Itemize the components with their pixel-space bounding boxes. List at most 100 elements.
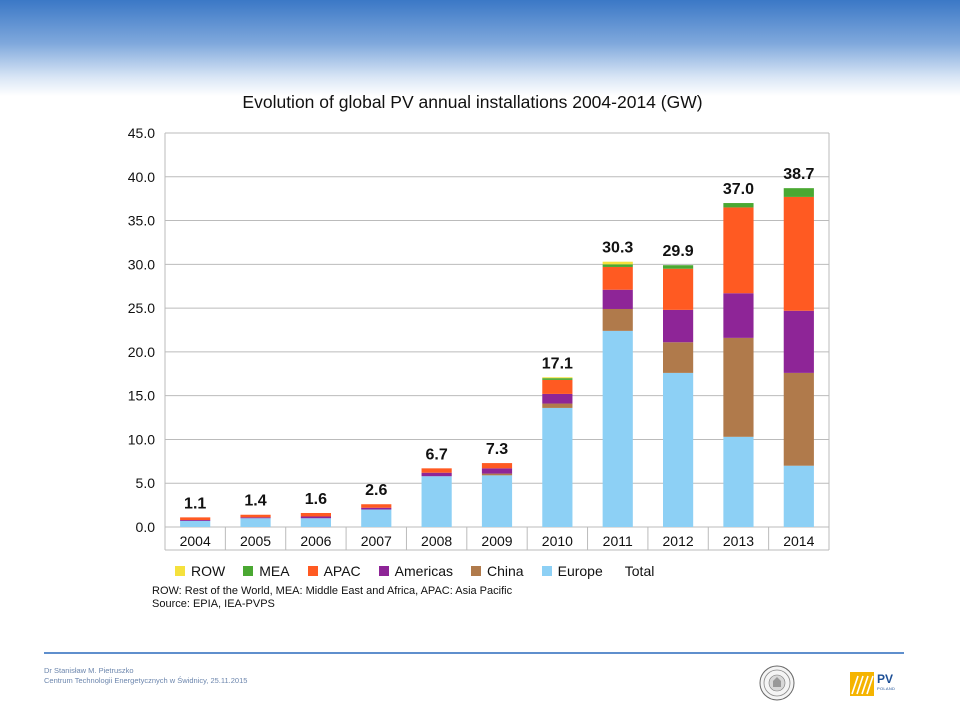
y-tick-label: 10.0 <box>128 431 155 447</box>
bar-segment-europe-2004 <box>180 520 211 527</box>
bar-segment-row-2010 <box>542 377 573 379</box>
bar-segment-mea-2011 <box>602 264 633 267</box>
legend-swatch-apac <box>307 566 318 576</box>
legend-item-europe: Europe <box>541 563 603 579</box>
bar-segment-americas-2005 <box>240 517 271 519</box>
bar-segment-europe-2005 <box>240 518 271 527</box>
legend-swatch-row <box>175 566 185 576</box>
y-tick-label: 30.0 <box>128 256 155 272</box>
legend-label-row: ROW <box>191 563 226 579</box>
total-label-2011: 30.3 <box>602 240 633 257</box>
bar-segment-apac-2014 <box>783 196 814 311</box>
x-tick-label: 2006 <box>300 533 331 549</box>
bar-segment-china-2010 <box>542 403 573 408</box>
bar-segment-europe-2012 <box>663 372 694 527</box>
total-label-2012: 29.9 <box>663 243 694 260</box>
bar-segment-americas-2006 <box>300 516 331 519</box>
y-tick-label: 20.0 <box>128 344 155 360</box>
legend-label-mea: MEA <box>259 563 290 579</box>
bar-segment-mea-2013 <box>723 203 754 208</box>
bar-segment-americas-2008 <box>421 472 452 477</box>
bar-segment-china-2013 <box>723 337 754 437</box>
bar-segment-americas-2012 <box>663 309 694 343</box>
bar-segment-americas-2014 <box>783 310 814 373</box>
bar-segment-americas-2010 <box>542 393 573 404</box>
footer-credits: Dr Stanisław M. Pietruszko Centrum Techn… <box>44 666 247 686</box>
university-seal-icon <box>759 665 795 701</box>
bar-segment-mea-2014 <box>783 188 814 197</box>
y-tick-label: 15.0 <box>128 388 155 404</box>
total-label-2004: 1.1 <box>184 495 206 512</box>
chart-title: Evolution of global PV annual installati… <box>242 92 703 112</box>
legend-swatch-europe <box>541 566 552 576</box>
legend-label-americas: Americas <box>394 563 454 579</box>
bar-segment-apac-2005 <box>240 514 271 518</box>
y-tick-label: 5.0 <box>136 475 156 491</box>
x-tick-label: 2013 <box>723 533 754 549</box>
bar-segment-apac-2011 <box>602 266 633 290</box>
legend-swatch-china <box>471 566 482 576</box>
x-tick-label: 2014 <box>783 533 814 549</box>
y-tick-label: 25.0 <box>128 300 155 316</box>
legend-swatch-mea <box>243 566 254 576</box>
x-tick-label: 2005 <box>240 533 271 549</box>
legend-item-china: China <box>471 563 524 579</box>
bar-segment-apac-2006 <box>300 512 331 517</box>
bar-segment-americas-2009 <box>481 468 513 474</box>
bar-segment-europe-2011 <box>602 330 633 527</box>
total-label-2008: 6.7 <box>426 446 448 463</box>
legend-label-apac: APAC <box>323 563 361 579</box>
header-gradient-band <box>0 0 960 96</box>
pv-logo-subtext: POLAND <box>877 685 896 691</box>
bar-segment-china-2012 <box>663 342 694 373</box>
x-tick-label: 2011 <box>603 533 633 549</box>
bar-segment-china-2011 <box>602 308 633 331</box>
x-tick-label: 2010 <box>542 533 573 549</box>
bar-segment-china-2014 <box>783 372 814 466</box>
y-tick-label: 0.0 <box>136 519 156 535</box>
bar-segment-europe-2013 <box>723 436 754 527</box>
y-tick-label: 35.0 <box>128 213 155 229</box>
x-tick-label: 2009 <box>481 533 512 549</box>
bar-segment-apac-2007 <box>361 504 392 508</box>
legend-label-china: China <box>487 563 524 579</box>
bar-segment-europe-2010 <box>542 407 573 527</box>
bar-segment-americas-2004 <box>180 519 211 521</box>
legend-label-europe: Europe <box>557 563 603 579</box>
chart-legend: ROW MEA APAC Americas China Europe Total <box>175 561 672 581</box>
legend-item-apac: APAC <box>307 563 361 579</box>
bar-segment-row-2011 <box>602 261 633 265</box>
x-tick-label: 2008 <box>421 533 452 549</box>
total-label-2014: 38.7 <box>783 166 814 183</box>
legend-swatch-americas <box>378 566 389 576</box>
bar-segment-apac-2008 <box>421 468 452 473</box>
bar-segment-europe-2008 <box>421 476 452 527</box>
legend-label-total: Total <box>624 563 655 579</box>
abbreviations-note: ROW: Rest of the World, MEA: Middle East… <box>152 585 513 597</box>
bar-segment-europe-2014 <box>783 465 814 527</box>
bar-segment-americas-2011 <box>602 289 633 309</box>
bar-segment-apac-2013 <box>723 207 754 294</box>
bar-segment-mea-2012 <box>663 265 694 269</box>
pv-poland-logo: PV POLAND <box>850 670 904 697</box>
total-label-2006: 1.6 <box>305 491 327 508</box>
legend-item-americas: Americas <box>378 563 454 579</box>
y-tick-label: 40.0 <box>128 169 155 185</box>
bar-segment-apac-2009 <box>481 463 513 469</box>
footer-organization: Centrum Technologii Energetycznych w Świ… <box>44 676 248 685</box>
bar-segment-americas-2013 <box>723 293 754 338</box>
footer-divider <box>44 652 904 654</box>
x-tick-label: 2012 <box>663 533 694 549</box>
total-label-2007: 2.6 <box>365 482 387 499</box>
bar-segment-europe-2007 <box>361 509 392 527</box>
bar-segment-china-2009 <box>481 473 513 476</box>
legend-item-mea: MEA <box>243 563 290 579</box>
total-label-2013: 37.0 <box>723 181 754 198</box>
bar-segment-europe-2006 <box>300 518 331 527</box>
x-tick-label: 2004 <box>180 533 211 549</box>
pv-sun-panel-icon <box>850 671 874 696</box>
bar-segment-apac-2010 <box>542 379 573 394</box>
legend-item-total: Total <box>621 563 655 579</box>
total-label-2010: 17.1 <box>542 355 573 372</box>
